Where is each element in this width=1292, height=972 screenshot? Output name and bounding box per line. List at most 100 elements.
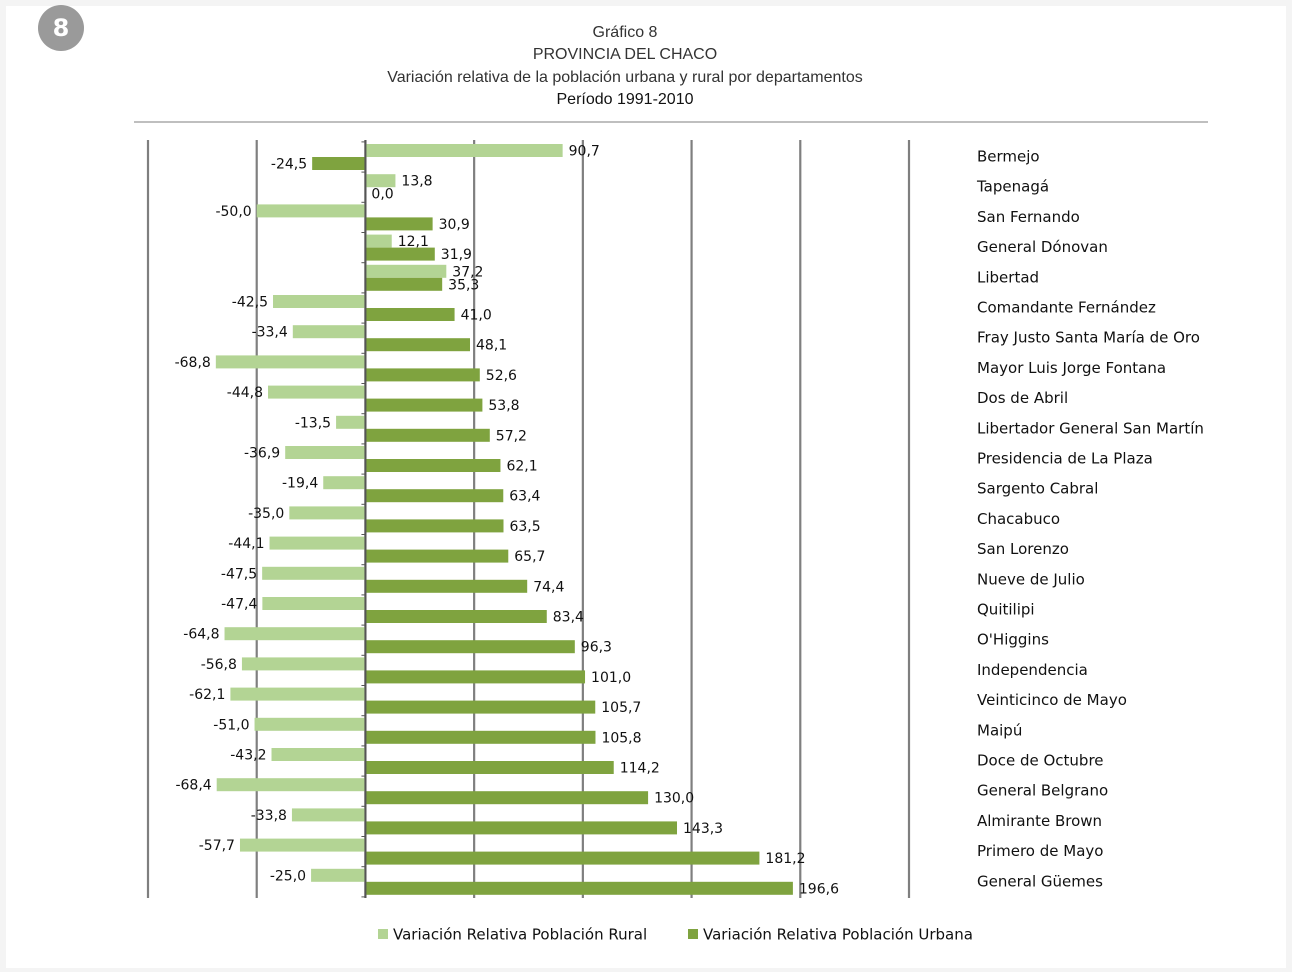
category-label: Primero de Mayo	[977, 842, 1103, 860]
bar	[289, 506, 366, 520]
value-label: 83,4	[553, 610, 584, 626]
bar	[291, 808, 366, 822]
bar	[365, 264, 447, 278]
bar	[365, 670, 586, 684]
bar	[292, 325, 366, 339]
category-label: Almirante Brown	[977, 812, 1102, 830]
category-label: Tapenagá	[976, 178, 1049, 196]
category-label: San Lorenzo	[977, 540, 1069, 558]
bar	[311, 868, 366, 882]
value-label: -42,5	[232, 295, 268, 311]
bar	[365, 489, 504, 503]
bar	[239, 838, 366, 852]
bar	[365, 700, 596, 714]
bar	[365, 247, 435, 261]
value-label: 181,2	[765, 851, 805, 867]
bar	[365, 821, 678, 835]
bar	[269, 536, 366, 550]
category-label: Fray Justo Santa María de Oro	[977, 329, 1200, 347]
category-label: Veinticinco de Mayo	[977, 691, 1127, 709]
panel	[6, 6, 1286, 968]
value-label: 130,0	[654, 791, 694, 807]
value-label: 196,6	[799, 881, 839, 897]
bar	[365, 428, 490, 442]
bar	[365, 277, 443, 291]
bar	[365, 851, 760, 865]
value-label: -50,0	[215, 204, 251, 220]
value-label: 52,6	[486, 368, 517, 384]
value-label: -25,0	[270, 868, 306, 884]
value-label: 90,7	[569, 144, 600, 160]
category-label: Libertador General San Martín	[977, 419, 1204, 437]
bar	[336, 415, 366, 429]
value-label: 143,3	[683, 821, 723, 837]
bar	[224, 627, 366, 641]
category-label: Chacabuco	[977, 510, 1060, 528]
value-label: -36,9	[244, 446, 280, 462]
chart-subtitle: PROVINCIA DEL CHACO	[533, 46, 717, 63]
bar	[365, 519, 504, 533]
category-label: Quitilipi	[977, 601, 1035, 619]
legend-label: Variación Relativa Población Rural	[393, 926, 647, 944]
value-label: -33,4	[252, 325, 288, 341]
bar	[262, 597, 366, 610]
chart-description: Variación relativa de la población urban…	[387, 69, 863, 86]
bar	[365, 549, 509, 563]
category-label: Doce de Octubre	[977, 752, 1104, 770]
value-label: 31,9	[441, 247, 472, 263]
bar	[268, 385, 366, 399]
value-label: 101,0	[591, 670, 631, 686]
bar	[365, 761, 614, 774]
category-label: Comandante Fernández	[977, 299, 1156, 317]
value-label: 105,8	[601, 730, 641, 746]
value-label: 0,0	[371, 187, 393, 203]
category-label: General Dónovan	[977, 238, 1108, 256]
bar	[241, 657, 366, 671]
bar	[271, 748, 366, 761]
value-label: -47,5	[221, 566, 257, 582]
category-label: Sargento Cabral	[977, 480, 1098, 498]
value-label: -62,1	[189, 687, 225, 703]
category-label: General Belgrano	[977, 782, 1108, 800]
legend-swatch	[688, 929, 698, 939]
value-label: -47,4	[221, 597, 257, 613]
value-label: 41,0	[461, 308, 492, 324]
value-label: 37,2	[452, 264, 483, 280]
value-label: 63,4	[509, 489, 540, 505]
value-label: -43,2	[230, 748, 266, 764]
category-label: Libertad	[977, 268, 1039, 286]
value-label: -44,1	[228, 536, 264, 552]
bar	[312, 157, 366, 170]
value-label: 105,7	[601, 700, 641, 716]
chart-title: Gráfico 8	[593, 24, 658, 41]
badge-circle	[38, 5, 84, 51]
value-label: -19,4	[282, 476, 318, 492]
value-label: -68,8	[175, 355, 211, 371]
bar	[365, 640, 575, 654]
chart-period: Período 1991-2010	[557, 91, 694, 108]
bar	[262, 566, 366, 580]
category-label: General Güemes	[977, 872, 1103, 890]
badge: 8	[53, 14, 70, 42]
bar	[365, 730, 596, 744]
bar	[365, 368, 480, 382]
bar	[365, 234, 392, 248]
value-label: 96,3	[581, 640, 612, 656]
category-label: Nueve de Julio	[977, 570, 1085, 588]
value-label: 30,9	[439, 217, 470, 233]
bar	[230, 687, 366, 701]
category-label: Independencia	[977, 661, 1088, 679]
legend-swatch	[378, 929, 388, 939]
category-label: Presidencia de La Plaza	[977, 450, 1153, 468]
value-label: -56,8	[201, 657, 237, 673]
value-label: 12,1	[398, 234, 429, 250]
value-label: 35,3	[448, 277, 479, 293]
bar	[365, 610, 547, 623]
bar	[215, 355, 366, 369]
bar	[365, 308, 455, 321]
category-label: Mayor Luis Jorge Fontana	[977, 359, 1166, 377]
bar	[256, 204, 366, 218]
value-label: 48,1	[476, 338, 507, 354]
value-label: 74,4	[533, 579, 564, 595]
